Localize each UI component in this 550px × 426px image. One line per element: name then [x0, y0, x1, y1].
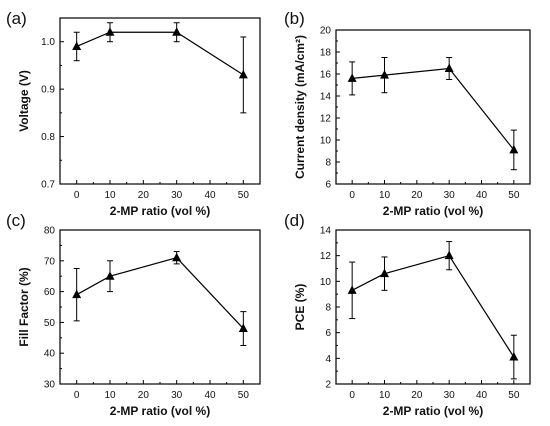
data-point-triangle [105, 271, 115, 280]
y-tick-label: 0.9 [41, 85, 55, 96]
chart-panel: (d) 0 10 20 30 40 50 2 4 6 8 10 12 14 2-MP ratio (vol … [284, 211, 531, 418]
x-tick-label: 40 [476, 190, 488, 201]
data-point-triangle [172, 27, 182, 36]
y-tick-label: 10 [320, 277, 332, 288]
x-tick-label: 50 [238, 190, 250, 201]
data-point-triangle [380, 70, 389, 79]
data-point-triangle [444, 250, 454, 260]
x-tick-label: 0 [74, 190, 80, 201]
y-tick-label: 14 [320, 226, 332, 237]
x-tick-label: 30 [171, 190, 183, 201]
y-axis-title: Fill Factor (%) [17, 267, 31, 346]
y-tick-label: 8 [325, 158, 331, 169]
data-point-triangle [238, 69, 248, 79]
y-tick-label: 12 [320, 114, 332, 125]
x-tick-label: 20 [138, 390, 150, 401]
y-tick-label: 6 [325, 180, 331, 191]
x-tick-label: 30 [444, 390, 456, 401]
panel-label: (d) [284, 211, 305, 230]
y-tick-label: 1.0 [41, 37, 55, 48]
y-tick-label: 70 [44, 256, 56, 267]
x-tick-label: 20 [138, 190, 150, 201]
data-point-triangle [509, 352, 519, 361]
chart-panel: (c) 0 10 20 30 40 50 30 40 50 60 70 80 2-MP ratio (vo… [6, 211, 261, 418]
panel-label: (c) [6, 211, 26, 230]
data-point-triangle [347, 73, 357, 82]
series-line [351, 254, 515, 358]
y-tick-label: 18 [320, 48, 332, 59]
y-axis-title: PCE (%) [293, 284, 307, 331]
plot-frame [335, 29, 531, 185]
data-point-triangle [444, 63, 454, 72]
x-tick-label: 10 [379, 190, 391, 201]
data-point-triangle [72, 289, 82, 299]
data-point-triangle [172, 252, 182, 262]
panel-label: (a) [6, 9, 27, 28]
y-tick-label: 16 [320, 70, 332, 81]
data-point-triangle [347, 285, 357, 294]
y-tick-label: 60 [44, 287, 56, 298]
y-tick-label: 12 [320, 251, 332, 262]
y-tick-label: 0.7 [41, 180, 55, 191]
x-tick-label: 30 [171, 390, 183, 401]
data-point-triangle [509, 144, 519, 154]
x-tick-label: 40 [204, 390, 216, 401]
chart-panel: (a) 0 10 20 30 40 50 0.7 0.8 0.9 1.0 2-MP ratio (vo… [6, 9, 261, 218]
plot-frame [59, 17, 261, 185]
y-tick-label: 10 [320, 136, 332, 147]
data-point-triangle [380, 268, 389, 278]
x-tick-label: 40 [204, 190, 216, 201]
y-tick-label: 0.8 [41, 132, 55, 143]
data-point-triangle [238, 323, 248, 333]
x-tick-label: 40 [476, 390, 488, 401]
y-tick-label: 50 [44, 318, 56, 329]
x-axis-title: 2-MP ratio (vol %) [110, 204, 210, 218]
plot-frame [59, 229, 261, 385]
panel-label: (b) [284, 9, 305, 28]
y-tick-label: 6 [325, 328, 331, 339]
x-tick-label: 50 [238, 390, 250, 401]
data-point-triangle [105, 27, 115, 36]
x-tick-label: 10 [104, 390, 116, 401]
x-tick-label: 50 [508, 190, 520, 201]
x-tick-label: 0 [74, 390, 80, 401]
y-tick-label: 80 [44, 226, 56, 237]
x-tick-label: 20 [411, 390, 423, 401]
x-tick-label: 10 [104, 190, 116, 201]
chart-panel: (b) 0 10 20 30 40 50 6 8 10 12 14 16 18 20 2-MP ratio (… [284, 9, 531, 218]
x-tick-label: 0 [349, 190, 355, 201]
y-axis-title: Current density (mA/cm²) [293, 35, 307, 179]
x-axis-title: 2-MP ratio (vol %) [110, 404, 210, 418]
y-tick-label: 2 [325, 380, 331, 391]
series-line [76, 31, 244, 76]
y-axis-title: Voltage (V) [17, 70, 31, 132]
series-line [352, 67, 515, 151]
y-tick-label: 8 [325, 303, 331, 314]
y-tick-label: 20 [320, 26, 332, 37]
series-line [76, 257, 244, 329]
y-tick-label: 4 [325, 354, 331, 365]
x-tick-label: 50 [508, 390, 520, 401]
y-tick-label: 14 [320, 92, 332, 103]
x-tick-label: 10 [379, 390, 391, 401]
x-axis-title: 2-MP ratio (vol %) [383, 404, 483, 418]
x-tick-label: 20 [411, 190, 423, 201]
x-tick-label: 0 [349, 390, 355, 401]
y-tick-label: 40 [44, 349, 56, 360]
y-tick-label: 30 [44, 380, 56, 391]
x-axis-title: 2-MP ratio (vol %) [383, 204, 483, 218]
x-tick-label: 30 [444, 190, 456, 201]
plot-frame [335, 229, 531, 385]
data-point-triangle [72, 41, 82, 50]
